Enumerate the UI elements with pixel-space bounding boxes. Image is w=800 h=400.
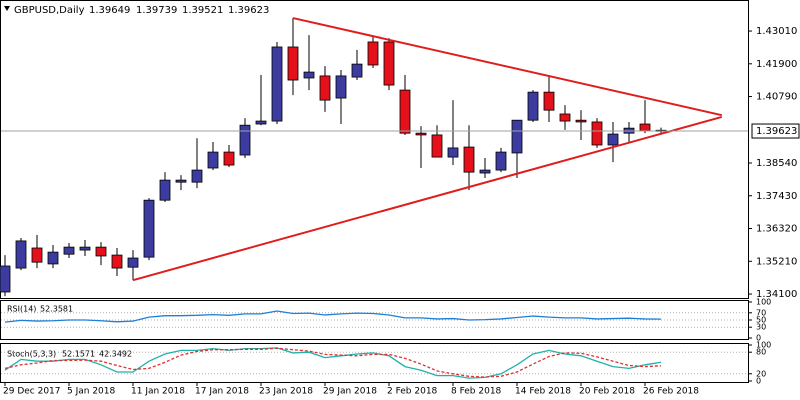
candle-body <box>351 63 363 78</box>
candle-body <box>15 240 27 269</box>
candle-body <box>111 254 123 269</box>
candle-body <box>559 113 571 122</box>
rsi-panel <box>0 300 749 340</box>
y-tick-label: 100 <box>756 341 771 350</box>
candle-body <box>415 132 427 136</box>
candle-body <box>479 169 491 174</box>
candle-body <box>527 91 539 121</box>
candle-body <box>127 257 139 268</box>
candle-body <box>399 89 411 134</box>
trendline <box>132 115 723 282</box>
candle-body <box>495 151 507 171</box>
price-label: 1.39623 <box>756 126 797 137</box>
x-tick-label: 29 Jan 2018 <box>323 387 377 397</box>
candle-body <box>287 46 299 81</box>
y-tick-label: 1.41900 <box>756 59 797 70</box>
candle-body <box>367 41 379 66</box>
candle-body <box>159 179 171 201</box>
y-tick-label: 30 <box>756 323 766 332</box>
candle-body <box>31 247 43 263</box>
x-tick-label: 8 Feb 2018 <box>451 387 502 397</box>
candle-body <box>575 119 587 123</box>
y-tick-label: 1.38540 <box>756 158 797 169</box>
y-tick-label: 100 <box>756 298 771 307</box>
y-tick-label: 1.34100 <box>756 289 797 300</box>
candle-body <box>591 121 603 146</box>
candle-body <box>271 46 283 122</box>
y-tick-label: 1.43010 <box>756 26 797 37</box>
candle-body <box>239 124 251 156</box>
indicator-line <box>4 347 662 379</box>
high-value: 1.39739 <box>136 5 177 16</box>
indicator-line <box>4 310 662 323</box>
candle-body <box>223 151 235 166</box>
x-tick-label: 26 Feb 2018 <box>643 387 699 397</box>
open-value: 1.39649 <box>89 5 130 16</box>
candle-body <box>95 246 107 257</box>
candle-body <box>607 133 619 146</box>
y-tick-label: 0 <box>756 377 761 386</box>
candle-body <box>543 91 555 111</box>
x-tick-label: 14 Feb 2018 <box>515 387 571 397</box>
candle-body <box>175 179 187 183</box>
stoch-signal-value: 42.3492 <box>99 350 132 359</box>
x-tick-label: 20 Feb 2018 <box>579 387 635 397</box>
candle-body <box>639 123 651 132</box>
close-value: 1.39623 <box>228 5 269 16</box>
stoch-title: Stoch(5,3,3) <box>7 350 56 359</box>
stoch-main-value: 52.1571 <box>62 350 95 359</box>
x-tick-label: 2 Feb 2018 <box>387 387 438 397</box>
candle-body <box>335 75 347 99</box>
indicator-line <box>4 347 662 378</box>
candle-body <box>431 134 443 158</box>
candle-body <box>207 151 219 169</box>
y-tick-label: 1.36320 <box>756 224 797 235</box>
candle-body <box>303 71 315 79</box>
candle-body <box>0 265 11 293</box>
stoch-panel <box>0 343 749 383</box>
candle-body <box>463 146 475 173</box>
y-tick-label: 0 <box>756 334 761 343</box>
x-tick-label: 5 Jan 2018 <box>67 387 115 397</box>
y-tick-label: 80 <box>756 348 766 357</box>
candle-body <box>47 251 59 265</box>
candle-body <box>63 246 75 255</box>
y-tick-label: 70 <box>756 308 766 317</box>
x-tick-label: 11 Jan 2018 <box>131 387 185 397</box>
rsi-title: RSI(14) <box>7 305 36 314</box>
x-tick-label: 29 Dec 2017 <box>3 387 61 397</box>
candle-body <box>319 75 331 101</box>
candle-body <box>383 41 395 86</box>
trendline <box>292 17 723 117</box>
y-tick-label: 1.37430 <box>756 191 797 202</box>
low-value: 1.39521 <box>182 5 223 16</box>
x-tick-label: 17 Jan 2018 <box>195 387 249 397</box>
candle-body <box>447 147 459 158</box>
candle-body <box>79 246 91 251</box>
price-label-box <box>751 123 800 139</box>
y-tick-label: 20 <box>756 369 766 378</box>
x-tick-label: 23 Jan 2018 <box>259 387 313 397</box>
candle-body <box>255 120 267 125</box>
candle-body <box>191 169 203 183</box>
y-tick-label: 50 <box>756 316 766 325</box>
rsi-value: 52.3581 <box>40 305 73 314</box>
chart-title: GBPUSD,Daily <box>14 5 85 16</box>
y-tick-label: 1.40790 <box>756 92 797 103</box>
y-tick-label: 1.35210 <box>756 256 797 267</box>
candle-body <box>511 119 523 154</box>
candle-body <box>143 199 155 258</box>
menu-arrow <box>4 6 10 11</box>
